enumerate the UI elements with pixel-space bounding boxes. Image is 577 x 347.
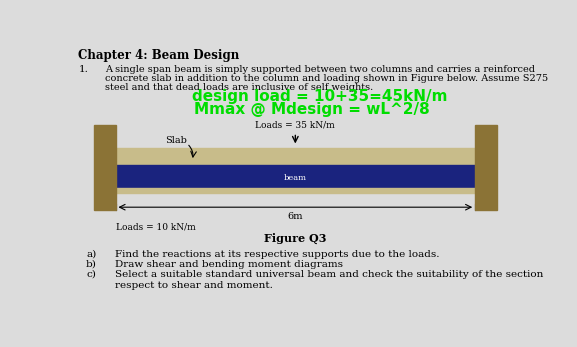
Text: Slab: Slab — [165, 136, 187, 145]
Text: a): a) — [86, 249, 96, 259]
Text: 1.: 1. — [78, 65, 88, 74]
Text: Select a suitable standard universal beam and check the suitability of the secti: Select a suitable standard universal bea… — [115, 270, 543, 290]
Text: Find the reactions at its respective supports due to the loads.: Find the reactions at its respective sup… — [115, 249, 439, 259]
Text: c): c) — [86, 270, 96, 279]
Text: design load = 10+35=45kN/m: design load = 10+35=45kN/m — [192, 90, 448, 104]
Bar — [94, 125, 115, 210]
Bar — [115, 188, 475, 193]
Text: A single span beam is simply supported between two columns and carries a reinfor: A single span beam is simply supported b… — [104, 65, 535, 74]
Text: beam: beam — [284, 174, 307, 182]
Text: Mmax @ Mdesign = wL^2/8: Mmax @ Mdesign = wL^2/8 — [194, 102, 430, 117]
Bar — [115, 148, 475, 165]
Text: Figure Q3: Figure Q3 — [264, 232, 327, 244]
Text: b): b) — [86, 260, 97, 269]
Bar — [475, 125, 497, 210]
Text: Chapter 4: Beam Design: Chapter 4: Beam Design — [78, 49, 239, 62]
Text: Draw shear and bending moment diagrams: Draw shear and bending moment diagrams — [115, 260, 343, 269]
Text: steel and that dead loads are inclusive of self weights.: steel and that dead loads are inclusive … — [104, 83, 373, 92]
Text: Loads = 10 kN/m: Loads = 10 kN/m — [115, 222, 195, 231]
Text: Loads = 35 kN/m: Loads = 35 kN/m — [256, 121, 335, 130]
Bar — [115, 165, 475, 188]
Text: concrete slab in addition to the column and loading shown in Figure below. Assum: concrete slab in addition to the column … — [104, 74, 548, 83]
Text: 6m: 6m — [287, 212, 303, 221]
